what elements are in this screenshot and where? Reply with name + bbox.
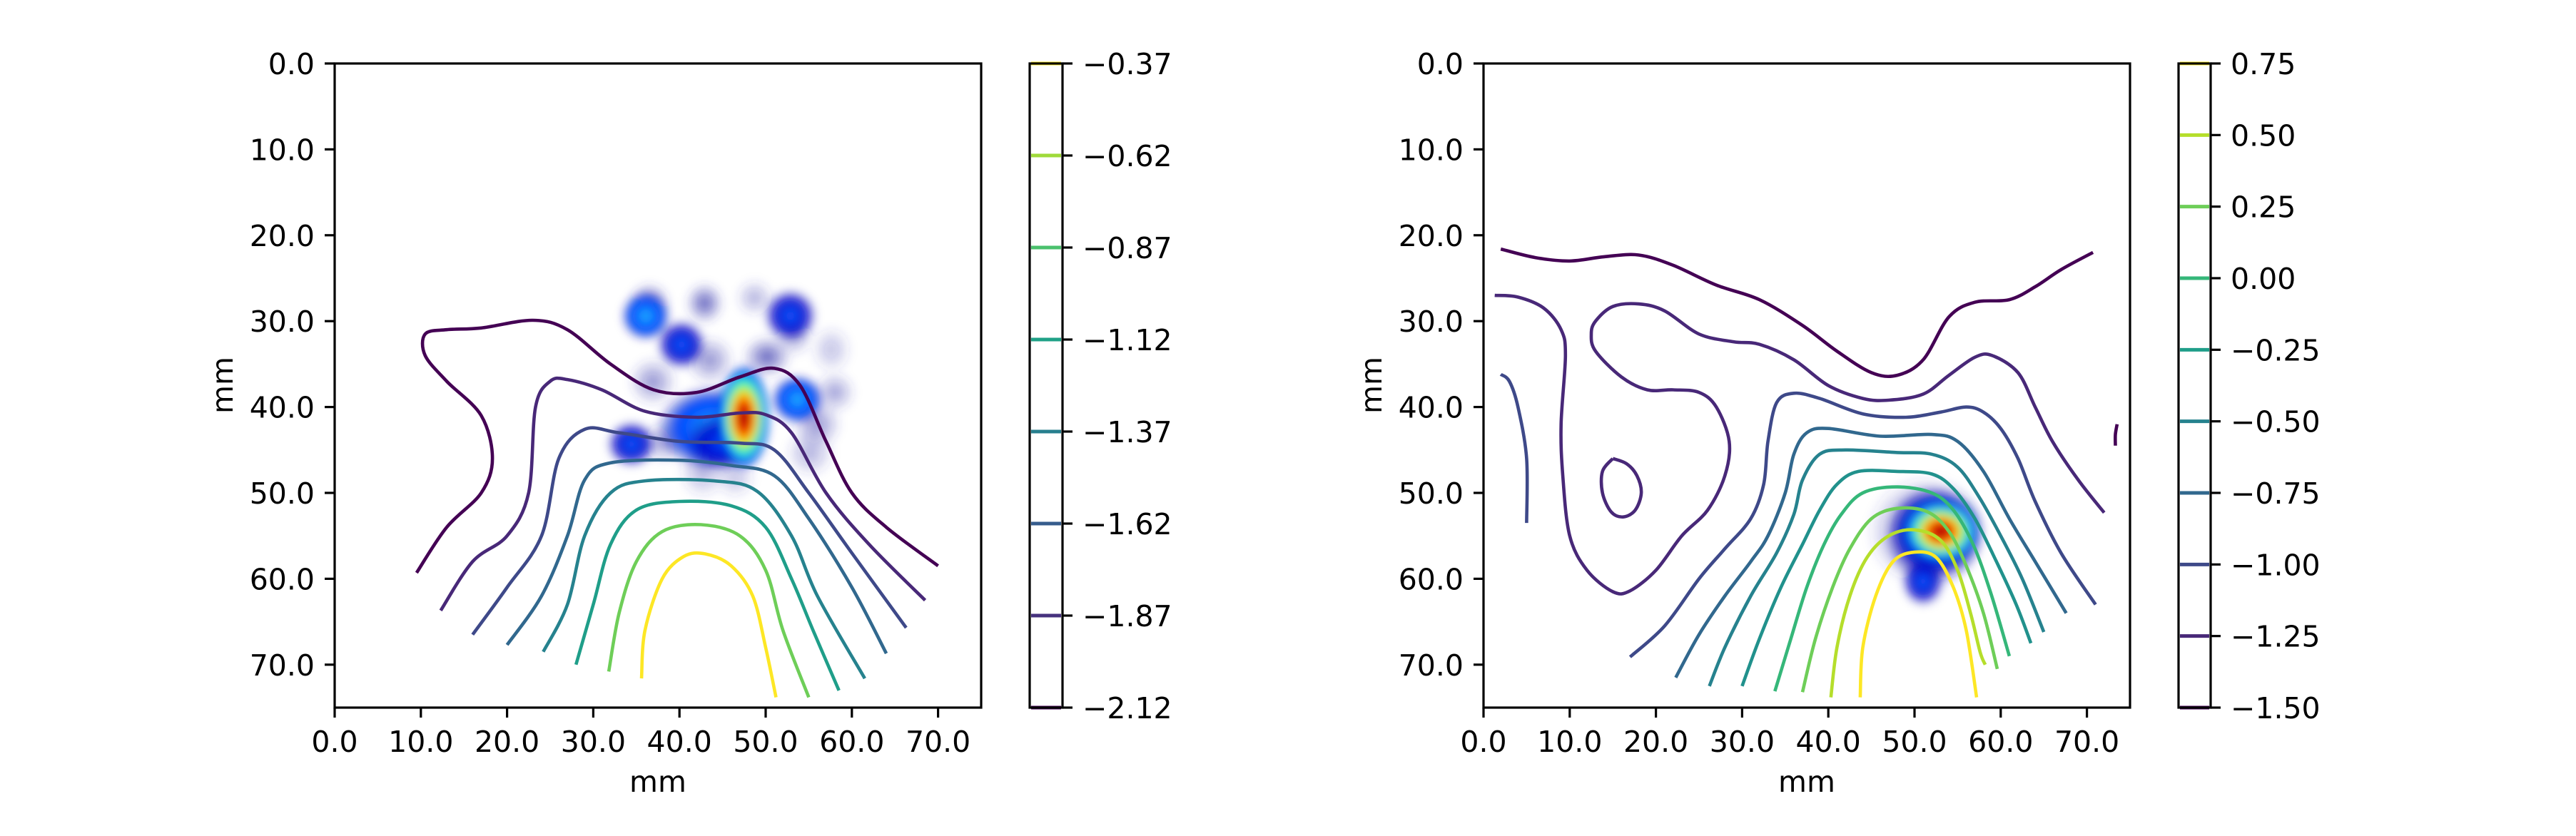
contour-line <box>439 376 927 612</box>
contour-line <box>471 426 908 636</box>
colorbar-tick-label: −1.00 <box>2231 548 2321 582</box>
left-x-axis-ticks: 0.0 10.0 20.0 30.0 40.0 50.0 60.0 70.0 <box>311 708 970 759</box>
contour-line <box>1628 391 2097 658</box>
contour-line <box>1674 427 2068 678</box>
x-tick-label: 20.0 <box>1623 725 1688 759</box>
x-tick-label: 20.0 <box>475 725 539 759</box>
right-y-axis-label: mm <box>1354 357 1389 414</box>
right-x-axis-label: mm <box>1778 765 1835 799</box>
y-tick-label: 40.0 <box>250 391 315 425</box>
left-heatmap <box>607 278 856 499</box>
y-tick-label: 30.0 <box>1399 305 1464 339</box>
left-colorbar: −0.37 −0.62 −0.87 −1.12 −1.37 −1.62 −1.87 −2.12 <box>1028 47 1172 725</box>
y-tick-label: 0.0 <box>268 47 315 81</box>
contour-line <box>1499 372 1529 524</box>
contour-line <box>1708 448 2046 687</box>
colorbar-tick-label: 0.50 <box>2231 118 2296 153</box>
colorbar-tick-label: −0.37 <box>1082 47 1172 81</box>
contour-line <box>2114 424 2119 446</box>
colorbar-tick-label: −2.12 <box>1082 691 1172 725</box>
y-tick-label: 60.0 <box>250 562 315 596</box>
contour-line <box>1740 469 2033 687</box>
left-y-axis-label: mm <box>206 357 240 414</box>
left-contours <box>415 318 939 698</box>
contour-line <box>542 477 866 680</box>
right-y-axis-ticks: 0.0 10.0 20.0 30.0 40.0 50.0 60.0 70.0 <box>1399 47 1484 683</box>
x-tick-label: 70.0 <box>906 725 970 759</box>
x-tick-label: 10.0 <box>1537 725 1602 759</box>
y-tick-label: 50.0 <box>1399 476 1464 511</box>
colorbar-tick-label: −1.12 <box>1082 323 1172 357</box>
y-tick-label: 30.0 <box>250 305 315 339</box>
right-x-axis-ticks: 0.0 10.0 20.0 30.0 40.0 50.0 60.0 70.0 <box>1460 708 2119 759</box>
right-colorbar: 0.75 0.50 0.25 0.00 −0.25 −0.50 −0.75 −1.00 −1.2… <box>2177 47 2321 725</box>
x-tick-label: 30.0 <box>561 725 626 759</box>
y-tick-label: 50.0 <box>250 476 315 511</box>
y-tick-label: 40.0 <box>1399 391 1464 425</box>
colorbar-tick-label: −0.62 <box>1082 139 1172 173</box>
x-tick-label: 60.0 <box>1968 725 2033 759</box>
right-panel: 0.0 10.0 20.0 30.0 40.0 50.0 60.0 70.0 0.0 10.0 2… <box>1354 47 2321 799</box>
colorbar-tick-label: −0.87 <box>1082 231 1172 265</box>
y-tick-label: 10.0 <box>250 133 315 167</box>
left-y-axis-ticks: 0.0 10.0 20.0 30.0 40.0 50.0 60.0 70.0 <box>250 47 335 683</box>
colorbar-tick-label: −0.50 <box>2231 405 2321 439</box>
x-tick-label: 30.0 <box>1710 725 1775 759</box>
y-tick-label: 20.0 <box>250 219 315 253</box>
colorbar-tick-label: 0.00 <box>2231 262 2296 296</box>
colorbar-tick-label: 0.75 <box>2231 47 2296 81</box>
colorbar-tick-label: −1.62 <box>1082 507 1172 541</box>
x-tick-label: 0.0 <box>1460 725 1506 759</box>
colorbar-tick-label: −1.25 <box>2231 620 2321 654</box>
x-tick-label: 40.0 <box>1796 725 1861 759</box>
contour-line <box>505 458 888 655</box>
colorbar-tick-label: 0.25 <box>2231 190 2296 225</box>
x-tick-label: 40.0 <box>647 725 712 759</box>
contour-line <box>1500 247 2094 379</box>
y-tick-label: 0.0 <box>1417 47 1464 81</box>
contour-line <box>1829 528 1987 698</box>
x-tick-label: 70.0 <box>2054 725 2119 759</box>
y-tick-label: 20.0 <box>1399 219 1464 253</box>
x-tick-label: 10.0 <box>388 725 453 759</box>
colorbar-tick-label: −0.75 <box>2231 476 2321 511</box>
contour-line <box>639 551 778 698</box>
contour-line <box>1494 293 2106 596</box>
colorbar-tick-label: −0.25 <box>2231 333 2321 367</box>
contour-line <box>1599 457 1643 519</box>
x-tick-label: 50.0 <box>733 725 798 759</box>
contour-line <box>1858 550 1979 698</box>
y-tick-label: 70.0 <box>1399 648 1464 683</box>
contour-line <box>415 318 939 574</box>
right-axes-frame <box>1482 62 2131 709</box>
colorbar-tick-label: −1.50 <box>2231 691 2321 725</box>
contour-line <box>574 499 841 691</box>
colorbar-tick-label: −1.87 <box>1082 599 1172 633</box>
left-axes-frame <box>333 62 983 709</box>
y-tick-label: 10.0 <box>1399 133 1464 167</box>
colorbar-tick-label: −1.37 <box>1082 415 1172 449</box>
contour-line <box>1773 485 2012 692</box>
x-tick-label: 0.0 <box>311 725 358 759</box>
left-colorbar-frame <box>1028 62 1064 709</box>
y-tick-label: 70.0 <box>250 648 315 683</box>
x-tick-label: 50.0 <box>1882 725 1947 759</box>
y-tick-label: 60.0 <box>1399 562 1464 596</box>
contour-line <box>1800 506 1999 693</box>
left-x-axis-label: mm <box>629 765 686 799</box>
right-colorbar-frame <box>2177 62 2212 709</box>
x-tick-label: 60.0 <box>819 725 884 759</box>
left-panel: 0.0 10.0 20.0 30.0 40.0 50.0 60.0 70.0 0.0 10.0 2… <box>206 47 1172 799</box>
right-contours <box>1494 247 2119 698</box>
contour-line <box>607 522 811 698</box>
